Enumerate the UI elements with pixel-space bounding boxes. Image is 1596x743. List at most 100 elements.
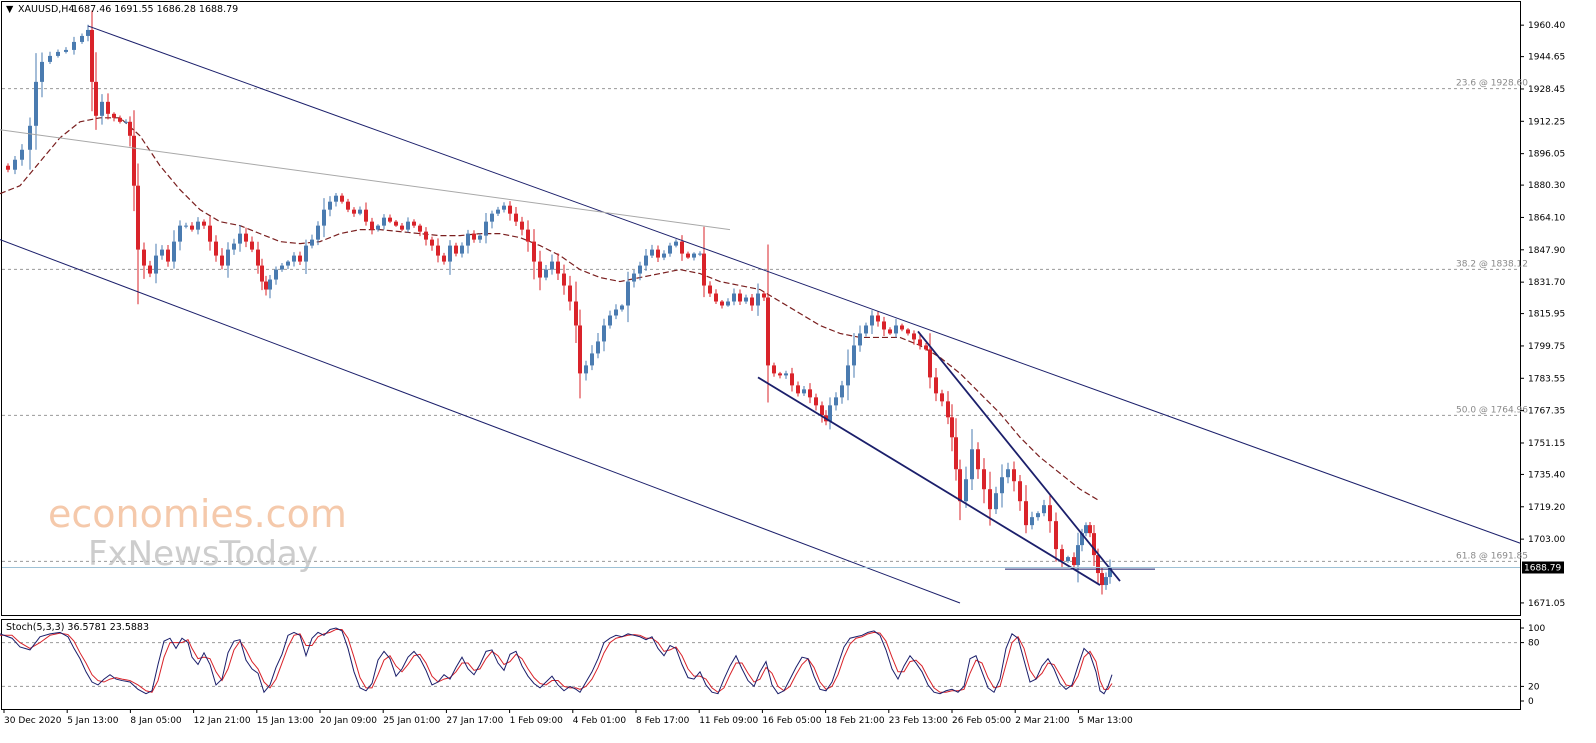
y-tick-label: 1735.40 xyxy=(1528,470,1565,480)
candle-body xyxy=(632,273,636,282)
candle-body xyxy=(556,261,560,274)
y-tick-label: 1928.45 xyxy=(1528,85,1565,95)
candle-body xyxy=(508,205,512,214)
candle-body xyxy=(406,221,410,230)
candle-body xyxy=(1100,573,1104,586)
candle-body xyxy=(310,239,314,246)
candle-body xyxy=(196,221,200,230)
candle-body xyxy=(358,209,362,214)
candle-body xyxy=(1066,557,1070,562)
candle-body xyxy=(532,241,536,262)
candle-body xyxy=(460,245,464,254)
candle-body xyxy=(142,249,146,266)
candle-body xyxy=(154,255,158,274)
stoch-pane-frame xyxy=(1,619,1521,710)
candle-body xyxy=(86,29,90,36)
candle-body xyxy=(988,489,992,510)
x-tick-label: 15 Jan 13:00 xyxy=(257,716,314,726)
candle-body xyxy=(490,213,494,222)
candle-body xyxy=(846,365,850,386)
trend-line xyxy=(757,376,1101,586)
fib-level-label: 23.6 @ 1928.60 xyxy=(1456,79,1528,89)
candle-body xyxy=(1076,545,1080,566)
candle-body xyxy=(620,305,624,310)
candle-body xyxy=(220,255,224,266)
candle-body xyxy=(708,285,712,294)
y-tick-label: 1719.20 xyxy=(1528,503,1565,513)
symbol-label: XAUUSD,H4 xyxy=(18,4,74,15)
candle-body xyxy=(1084,525,1088,534)
x-tick-label: 20 Jan 09:00 xyxy=(320,716,377,726)
watermark-line1: economies.com xyxy=(48,492,347,536)
candle-body xyxy=(382,217,386,226)
stoch-signal-line xyxy=(0,628,1113,693)
candle-body xyxy=(520,221,524,230)
x-tick-label: 23 Feb 13:00 xyxy=(889,716,948,726)
candle-body xyxy=(1092,533,1096,556)
candle-body xyxy=(64,49,68,52)
candle-body xyxy=(852,345,856,366)
candle-body xyxy=(1018,481,1022,502)
stoch-tick-label: 100 xyxy=(1528,624,1545,634)
candle-body xyxy=(232,243,236,250)
candle-body xyxy=(750,297,754,306)
candle-body xyxy=(20,149,24,160)
candle-body xyxy=(686,253,690,258)
candle-body xyxy=(424,231,428,240)
chart-menu-arrow-icon[interactable]: ▼ xyxy=(6,4,14,15)
candle-body xyxy=(692,253,696,258)
y-tick-label: 1831.70 xyxy=(1528,278,1565,288)
moving-average xyxy=(0,117,1101,502)
candle-body xyxy=(106,101,110,114)
candle-body xyxy=(208,225,212,242)
candle-body xyxy=(602,325,606,342)
candle-body xyxy=(802,389,806,394)
candle-body xyxy=(274,269,278,280)
candle-body xyxy=(376,225,380,230)
candle-body xyxy=(352,209,356,214)
candle-body xyxy=(650,249,654,256)
candle-body xyxy=(172,241,176,262)
candle-body xyxy=(394,221,398,226)
candle-body xyxy=(870,315,874,326)
candle-body xyxy=(828,405,832,422)
candle-body xyxy=(13,159,17,170)
candle-body xyxy=(454,245,458,254)
x-tick-label: 5 Jan 13:00 xyxy=(67,716,119,726)
current-price-label: 1688.79 xyxy=(1524,563,1561,573)
y-tick-label: 1783.55 xyxy=(1528,374,1565,384)
candle-body xyxy=(118,117,122,122)
fib-level-label: 61.8 @ 1691.85 xyxy=(1456,551,1528,561)
candle-body xyxy=(906,329,910,334)
candle-body xyxy=(1006,469,1010,478)
candle-body xyxy=(946,401,950,418)
candle-body xyxy=(668,245,672,254)
candle-body xyxy=(34,81,38,126)
candle-body xyxy=(964,479,968,502)
candle-body xyxy=(680,241,684,254)
candle-body xyxy=(1104,577,1108,586)
candle-body xyxy=(638,265,642,274)
candle-body xyxy=(268,279,272,290)
y-tick-label: 1880.30 xyxy=(1528,181,1565,191)
candle-body xyxy=(1072,557,1076,566)
x-tick-label: 8 Feb 17:00 xyxy=(636,716,690,726)
ohlc-readout: 1687.46 1691.55 1686.28 1688.79 xyxy=(72,4,238,15)
candle-body xyxy=(202,221,206,226)
candle-body xyxy=(1036,513,1040,518)
candle-body xyxy=(148,265,152,274)
x-tick-label: 5 Mar 13:00 xyxy=(1078,716,1133,726)
candle-body xyxy=(1042,505,1046,514)
trend-line xyxy=(0,129,731,231)
candle-body xyxy=(304,245,308,262)
y-tick-label: 1751.15 xyxy=(1528,439,1565,449)
candle-body xyxy=(1000,477,1004,494)
candle-body xyxy=(496,209,500,214)
y-tick-label: 1815.95 xyxy=(1528,310,1565,320)
candle-body xyxy=(184,225,188,227)
candle-body xyxy=(894,325,898,334)
fib-level-label: 50.0 @ 1764.96 xyxy=(1456,405,1528,415)
trend-lines[interactable] xyxy=(0,25,1521,604)
x-tick-label: 1 Feb 09:00 xyxy=(510,716,564,726)
